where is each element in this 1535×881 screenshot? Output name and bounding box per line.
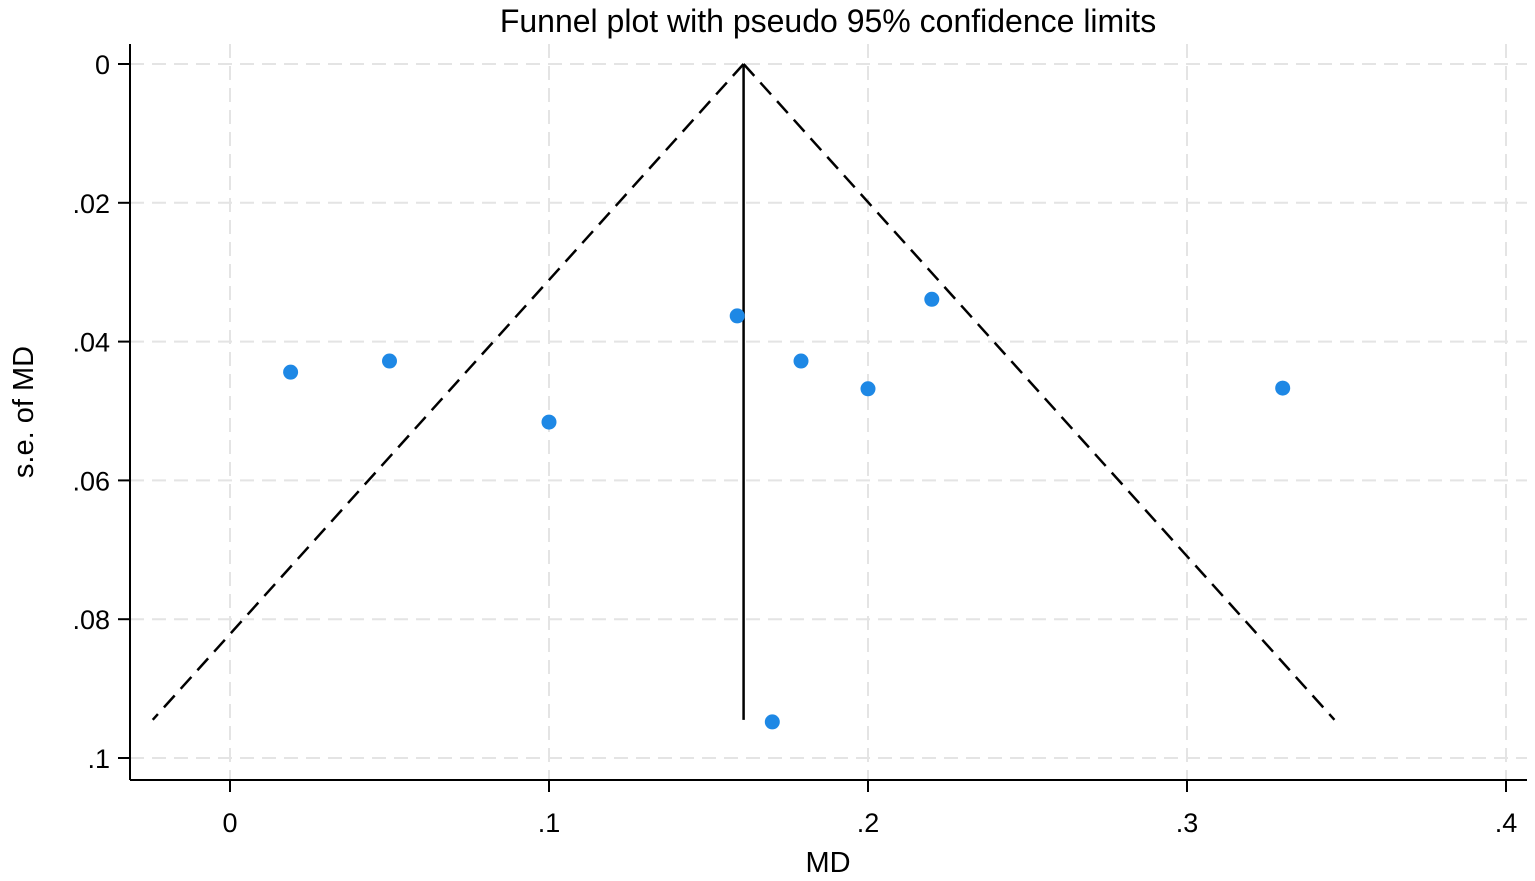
data-point-3 bbox=[729, 308, 745, 324]
y-tick-label-4: .08 bbox=[72, 605, 110, 635]
data-point-2 bbox=[541, 414, 557, 430]
funnel-left-limit bbox=[151, 63, 745, 721]
chart-title: Funnel plot with pseudo 95% confidence l… bbox=[500, 3, 1156, 39]
y-tick-label-3: .06 bbox=[72, 466, 110, 496]
funnel-right-limit bbox=[742, 63, 1336, 721]
grid bbox=[130, 44, 1527, 780]
data-point-8 bbox=[764, 714, 780, 730]
axes bbox=[118, 44, 1527, 792]
x-tick-label-3: .3 bbox=[1176, 808, 1199, 838]
x-tick-label-0: 0 bbox=[222, 808, 237, 838]
funnel-lines bbox=[151, 63, 1336, 721]
data-point-6 bbox=[924, 291, 940, 307]
y-tick-label-5: .1 bbox=[87, 744, 110, 774]
y-axis-title: s.e. of MD bbox=[8, 346, 40, 478]
data-point-1 bbox=[382, 353, 397, 369]
tick-labels: 0 .1 .2 .3 .4 0 .02 .04 .06 .08 .1 bbox=[72, 50, 1517, 838]
y-tick-label-0: 0 bbox=[95, 50, 110, 80]
x-tick-label-2: .2 bbox=[857, 808, 880, 838]
x-tick-label-4: .4 bbox=[1495, 808, 1518, 838]
y-tick-label-1: .02 bbox=[72, 189, 110, 219]
data-points bbox=[283, 291, 1291, 730]
data-point-5 bbox=[860, 381, 876, 397]
data-point-4 bbox=[793, 353, 809, 369]
data-point-0 bbox=[283, 364, 299, 380]
y-tick-label-2: .04 bbox=[72, 328, 110, 358]
data-point-7 bbox=[1275, 380, 1291, 396]
x-tick-label-1: .1 bbox=[538, 808, 561, 838]
x-axis-title: MD bbox=[805, 847, 850, 879]
